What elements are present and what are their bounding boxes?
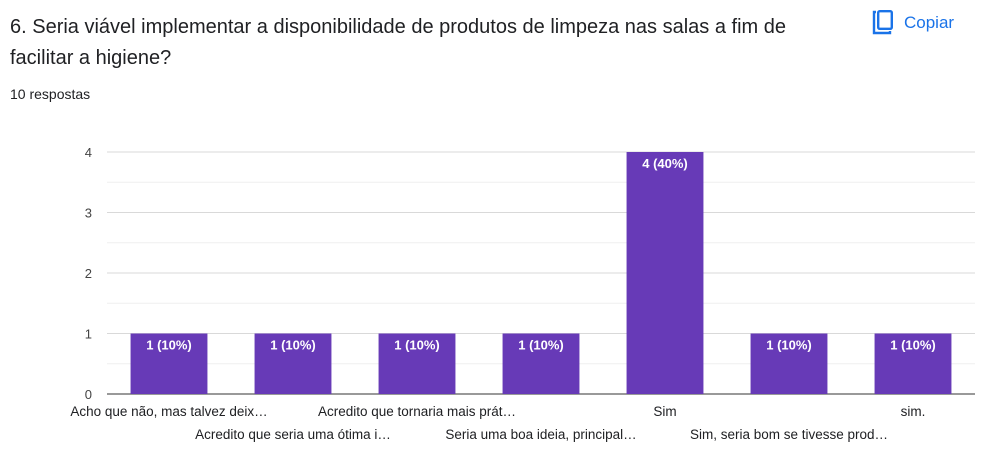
bar bbox=[254, 333, 332, 394]
bar-data-label: 1 (10%) bbox=[766, 338, 812, 353]
bar bbox=[130, 333, 208, 394]
bar-data-label: 1 (10%) bbox=[890, 338, 936, 353]
bar-data-labels: 1 (10%) 1 (10%) 1 (10%) 1 (10%) 4 (40%) 1 (10… bbox=[146, 156, 936, 353]
copy-label: Copiar bbox=[904, 13, 955, 32]
y-tick-label: 3 bbox=[85, 206, 92, 221]
question-title: 6. Seria viável implementar a disponibil… bbox=[10, 16, 786, 69]
y-tick-label: 1 bbox=[85, 327, 92, 342]
x-category-label: Seria uma boa ideia, principal… bbox=[445, 427, 636, 442]
bar bbox=[874, 333, 952, 394]
x-category-label: Acredito que tornaria mais prát… bbox=[318, 404, 516, 419]
bar-data-label: 4 (40%) bbox=[642, 156, 688, 171]
bar bbox=[626, 152, 704, 394]
x-category-label: sim. bbox=[901, 404, 926, 419]
x-axis-categories: Acho que não, mas talvez deix… Acredito q… bbox=[70, 404, 925, 442]
y-tick-label: 4 bbox=[85, 145, 92, 160]
y-tick-label: 0 bbox=[85, 387, 92, 402]
y-tick-label: 2 bbox=[85, 266, 92, 281]
bar-data-label: 1 (10%) bbox=[270, 338, 316, 353]
y-axis-ticks: 0 1 2 3 4 bbox=[85, 145, 92, 402]
bar bbox=[378, 333, 456, 394]
x-category-label: Sim, seria bom se tivesse prod… bbox=[690, 427, 888, 442]
x-category-label: Acredito que seria uma ótima i… bbox=[195, 427, 391, 442]
x-category-label: Sim bbox=[653, 404, 676, 419]
chart-bars bbox=[130, 152, 952, 394]
copy-icon bbox=[872, 10, 894, 36]
bar-data-label: 1 (10%) bbox=[394, 338, 440, 353]
x-category-label: Acho que não, mas talvez deix… bbox=[70, 404, 267, 419]
bar-data-label: 1 (10%) bbox=[146, 338, 192, 353]
bar bbox=[750, 333, 828, 394]
bar bbox=[502, 333, 580, 394]
response-count: 10 respostas bbox=[10, 86, 91, 102]
chart-grid bbox=[107, 151, 975, 395]
copy-button[interactable]: Copiar bbox=[872, 6, 954, 40]
bar-data-label: 1 (10%) bbox=[518, 338, 564, 353]
